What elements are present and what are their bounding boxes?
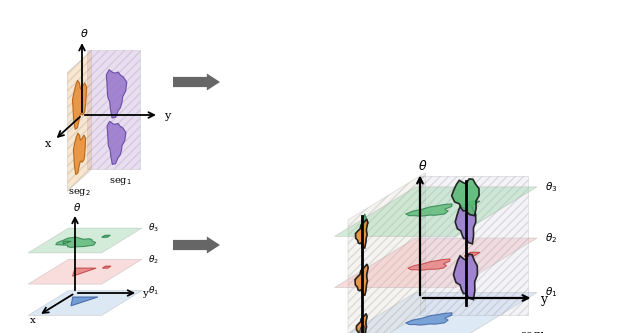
Polygon shape [106, 70, 127, 118]
Polygon shape [72, 80, 86, 129]
Text: $\theta_2$: $\theta_2$ [545, 231, 557, 245]
Polygon shape [102, 235, 110, 237]
Polygon shape [464, 252, 480, 256]
Polygon shape [107, 121, 126, 165]
Polygon shape [102, 266, 111, 268]
Polygon shape [348, 172, 426, 333]
Polygon shape [335, 292, 537, 333]
Polygon shape [452, 179, 479, 216]
Text: y: y [164, 111, 170, 121]
Polygon shape [453, 254, 477, 300]
Text: $\theta$: $\theta$ [80, 27, 88, 39]
Polygon shape [361, 214, 368, 227]
Text: $\theta_1$: $\theta_1$ [148, 284, 159, 297]
Polygon shape [335, 187, 537, 236]
Polygon shape [408, 259, 450, 270]
Polygon shape [173, 74, 220, 91]
Polygon shape [406, 313, 452, 325]
Text: $\theta_1$: $\theta_1$ [545, 286, 557, 299]
Polygon shape [335, 238, 537, 288]
Text: x: x [29, 316, 36, 325]
Text: y: y [142, 289, 148, 298]
Polygon shape [28, 259, 142, 284]
Polygon shape [360, 325, 365, 333]
Polygon shape [173, 236, 220, 253]
Polygon shape [406, 204, 452, 216]
Text: $\theta$: $\theta$ [419, 159, 428, 172]
Polygon shape [356, 314, 367, 333]
Polygon shape [355, 219, 368, 248]
Polygon shape [67, 50, 92, 191]
Text: y: y [540, 292, 547, 305]
Text: seg$_1$: seg$_1$ [109, 176, 131, 187]
Polygon shape [464, 201, 480, 205]
Text: $\theta_3$: $\theta_3$ [545, 180, 557, 194]
Polygon shape [56, 237, 95, 247]
Polygon shape [87, 50, 140, 169]
Text: seg$_2$: seg$_2$ [68, 187, 91, 198]
Polygon shape [71, 297, 98, 306]
Polygon shape [63, 241, 71, 244]
Polygon shape [455, 204, 476, 244]
Text: $\theta_2$: $\theta_2$ [148, 253, 159, 266]
Polygon shape [74, 133, 86, 174]
Polygon shape [28, 228, 142, 253]
Text: $\theta_3$: $\theta_3$ [148, 222, 159, 234]
Polygon shape [420, 176, 528, 314]
Text: $\theta$: $\theta$ [73, 201, 81, 213]
Text: x: x [44, 139, 51, 149]
Polygon shape [355, 264, 368, 295]
Text: seg$_1$: seg$_1$ [520, 330, 546, 333]
Polygon shape [72, 268, 96, 276]
Polygon shape [28, 291, 142, 315]
